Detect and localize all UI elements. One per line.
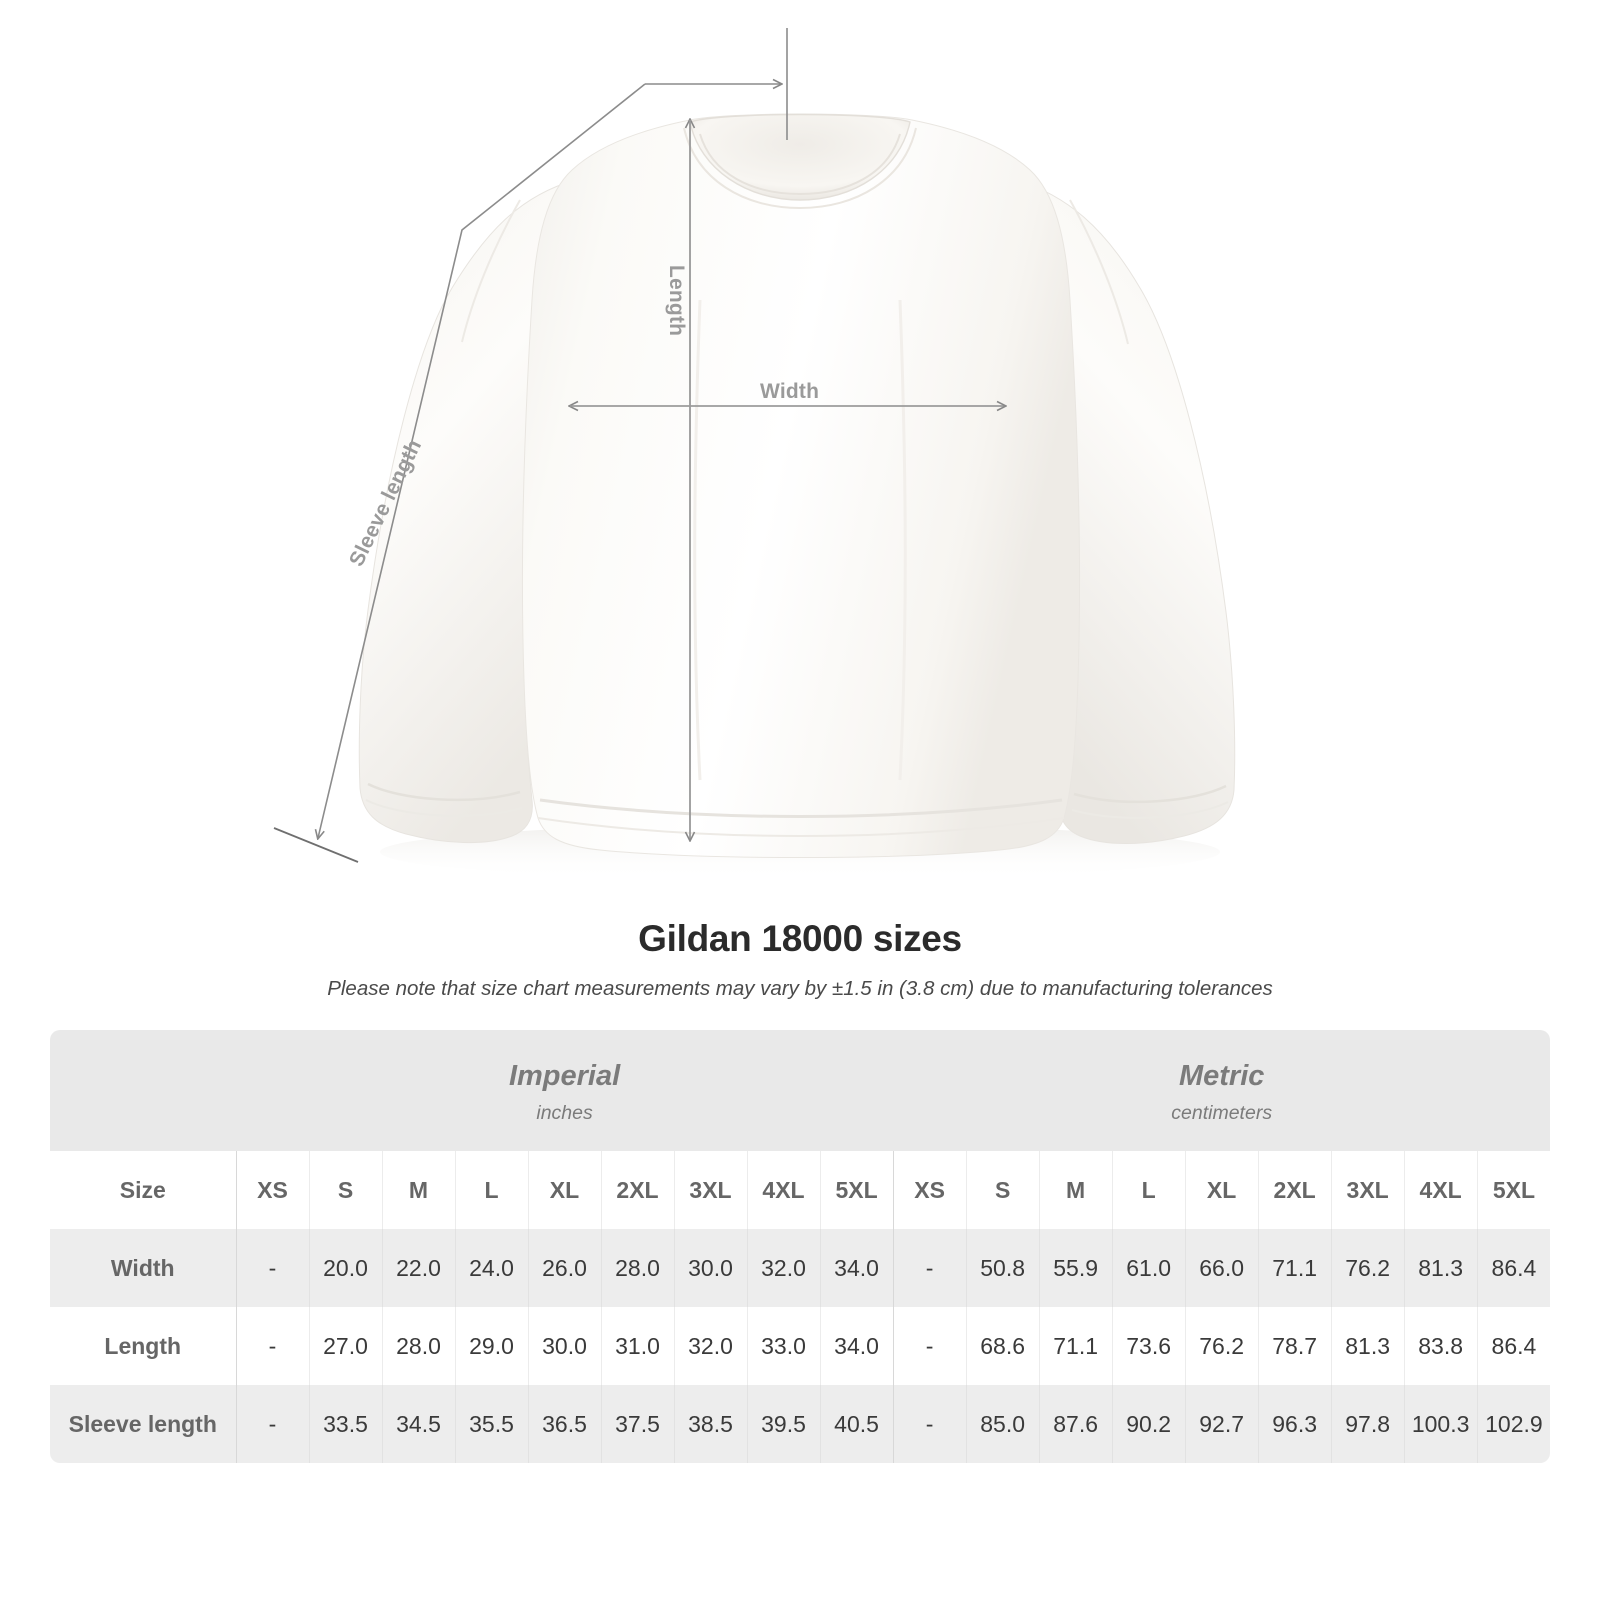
unit-header-metric: Metric centimeters bbox=[893, 1030, 1551, 1152]
cell-length-metric-l: 73.6 bbox=[1111, 1307, 1186, 1386]
cell-width-metric-s: 50.8 bbox=[965, 1229, 1040, 1308]
size-header-imperial-2xl: 2XL bbox=[600, 1151, 674, 1230]
cell-width-metric-xl: 66.0 bbox=[1184, 1229, 1259, 1308]
cell-width-imperial-s: 20.0 bbox=[308, 1229, 382, 1308]
unit-subtitle: inches bbox=[536, 1102, 593, 1125]
unit-row-spacer bbox=[50, 1030, 236, 1152]
size-header-metric-s: S bbox=[965, 1151, 1040, 1230]
row-label-sleeve-length: Sleeve length bbox=[50, 1385, 236, 1464]
length-label: Length bbox=[665, 265, 688, 337]
sleeve-length-annotation bbox=[273, 28, 788, 863]
cell-sleeve-length-metric-3xl: 97.8 bbox=[1330, 1385, 1405, 1464]
size-header-imperial-3xl: 3XL bbox=[673, 1151, 747, 1230]
size-header-row: Size XS S M L XL 2XL 3XL 4XL 5XL XS S M L XL 2XL 3XL 4XL 5… bbox=[50, 1151, 1551, 1230]
cell-length-metric-4xl: 83.8 bbox=[1403, 1307, 1478, 1386]
size-header-imperial-xl: XL bbox=[527, 1151, 601, 1230]
cell-sleeve-length-metric-l: 90.2 bbox=[1111, 1385, 1186, 1464]
cell-width-metric-3xl: 76.2 bbox=[1330, 1229, 1405, 1308]
cell-length-imperial-xl: 30.0 bbox=[527, 1307, 601, 1386]
cell-length-imperial-xs: - bbox=[235, 1307, 309, 1386]
cell-sleeve-length-imperial-xl: 36.5 bbox=[527, 1385, 601, 1464]
cell-length-imperial-m: 28.0 bbox=[381, 1307, 455, 1386]
sweatshirt-diagram bbox=[273, 28, 1236, 880]
cell-sleeve-length-metric-4xl: 100.3 bbox=[1403, 1385, 1478, 1464]
size-header-metric-l: L bbox=[1111, 1151, 1186, 1230]
cell-sleeve-length-imperial-xs: - bbox=[235, 1385, 309, 1464]
cell-width-imperial-5xl: 34.0 bbox=[819, 1229, 894, 1308]
cell-width-imperial-xl: 26.0 bbox=[527, 1229, 601, 1308]
cell-length-metric-xl: 76.2 bbox=[1184, 1307, 1259, 1386]
cell-width-imperial-3xl: 30.0 bbox=[673, 1229, 747, 1308]
row-label-width: Width bbox=[50, 1229, 236, 1308]
cell-length-metric-m: 71.1 bbox=[1038, 1307, 1113, 1386]
size-header-metric-3xl: 3XL bbox=[1330, 1151, 1405, 1230]
unit-name: Imperial bbox=[508, 1060, 621, 1092]
unit-header-row: Imperial inches Metric centimeters bbox=[50, 1030, 1551, 1152]
cell-width-metric-xs: - bbox=[892, 1229, 967, 1308]
cell-width-imperial-2xl: 28.0 bbox=[600, 1229, 674, 1308]
size-header-imperial-xs: XS bbox=[235, 1151, 309, 1230]
cell-width-metric-4xl: 81.3 bbox=[1403, 1229, 1478, 1308]
cell-length-metric-5xl: 86.4 bbox=[1476, 1307, 1551, 1386]
size-header-imperial-l: L bbox=[454, 1151, 528, 1230]
cell-sleeve-length-metric-xl: 92.7 bbox=[1184, 1385, 1259, 1464]
cell-length-imperial-4xl: 33.0 bbox=[746, 1307, 820, 1386]
cell-width-imperial-4xl: 32.0 bbox=[746, 1229, 820, 1308]
unit-name: Metric bbox=[1178, 1060, 1265, 1092]
size-header-imperial-4xl: 4XL bbox=[746, 1151, 820, 1230]
cell-length-metric-s: 68.6 bbox=[965, 1307, 1040, 1386]
size-header-metric-2xl: 2XL bbox=[1257, 1151, 1332, 1230]
cell-sleeve-length-metric-5xl: 102.9 bbox=[1476, 1385, 1551, 1464]
unit-subtitle: centimeters bbox=[1171, 1102, 1273, 1125]
width-label: Width bbox=[760, 380, 820, 403]
cell-length-imperial-s: 27.0 bbox=[308, 1307, 382, 1386]
size-header-metric-m: M bbox=[1038, 1151, 1113, 1230]
size-header-imperial-5xl: 5XL bbox=[819, 1151, 894, 1230]
size-header-metric-xs: XS bbox=[892, 1151, 967, 1230]
cell-sleeve-length-imperial-s: 33.5 bbox=[308, 1385, 382, 1464]
cell-width-imperial-m: 22.0 bbox=[381, 1229, 455, 1308]
size-header-metric-xl: XL bbox=[1184, 1151, 1259, 1230]
size-header-imperial-s: S bbox=[308, 1151, 382, 1230]
title-block: Gildan 18000 sizes Please note that size… bbox=[0, 918, 1600, 1001]
row-label-length: Length bbox=[50, 1307, 236, 1386]
cell-length-metric-2xl: 78.7 bbox=[1257, 1307, 1332, 1386]
cell-width-metric-5xl: 86.4 bbox=[1476, 1229, 1551, 1308]
cell-sleeve-length-metric-m: 87.6 bbox=[1038, 1385, 1113, 1464]
cell-width-metric-l: 61.0 bbox=[1111, 1229, 1186, 1308]
cell-length-imperial-5xl: 34.0 bbox=[819, 1307, 894, 1386]
cell-length-imperial-l: 29.0 bbox=[454, 1307, 528, 1386]
size-header-metric-4xl: 4XL bbox=[1403, 1151, 1478, 1230]
cell-length-imperial-3xl: 32.0 bbox=[673, 1307, 747, 1386]
garment-illustration: Length Width Sleeve length bbox=[273, 28, 1236, 880]
cell-sleeve-length-imperial-l: 35.5 bbox=[454, 1385, 528, 1464]
size-corner-label: Size bbox=[50, 1151, 236, 1230]
size-table-container: Imperial inches Metric centimeters Size XS S M L… bbox=[50, 1030, 1551, 1464]
cell-sleeve-length-imperial-m: 34.5 bbox=[381, 1385, 455, 1464]
cell-sleeve-length-imperial-3xl: 38.5 bbox=[673, 1385, 747, 1464]
size-header-imperial-m: M bbox=[381, 1151, 455, 1230]
cell-sleeve-length-metric-s: 85.0 bbox=[965, 1385, 1040, 1464]
cell-width-imperial-xs: - bbox=[235, 1229, 309, 1308]
cell-sleeve-length-imperial-5xl: 40.5 bbox=[819, 1385, 894, 1464]
table-row: Width -20.0 22.0 24.0 26.0 28.0 30.0 32.0 34.0-5… bbox=[50, 1229, 1551, 1308]
cell-width-metric-2xl: 71.1 bbox=[1257, 1229, 1332, 1308]
cell-sleeve-length-metric-2xl: 96.3 bbox=[1257, 1385, 1332, 1464]
cell-length-imperial-2xl: 31.0 bbox=[600, 1307, 674, 1386]
tolerance-note: Please note that size chart measurements… bbox=[327, 977, 1273, 1000]
cell-length-metric-xs: - bbox=[892, 1307, 967, 1386]
cell-length-metric-3xl: 81.3 bbox=[1330, 1307, 1405, 1386]
cell-sleeve-length-imperial-4xl: 39.5 bbox=[746, 1385, 820, 1464]
page-title: Gildan 18000 sizes bbox=[638, 918, 962, 959]
cell-sleeve-length-imperial-2xl: 37.5 bbox=[600, 1385, 674, 1464]
size-table: Imperial inches Metric centimeters Size XS S M L… bbox=[50, 1030, 1551, 1464]
table-row: Sleeve length -33.5 34.5 35.5 36.5 37.5 38.5 39… bbox=[50, 1385, 1551, 1464]
table-row: Length -27.0 28.0 29.0 30.0 31.0 32.0 33.0 34.0-… bbox=[50, 1307, 1551, 1386]
cell-width-metric-m: 55.9 bbox=[1038, 1229, 1113, 1308]
cell-width-imperial-l: 24.0 bbox=[454, 1229, 528, 1308]
size-header-metric-5xl: 5XL bbox=[1476, 1151, 1551, 1230]
unit-header-imperial: Imperial inches bbox=[236, 1030, 894, 1152]
cell-sleeve-length-metric-xs: - bbox=[892, 1385, 967, 1464]
